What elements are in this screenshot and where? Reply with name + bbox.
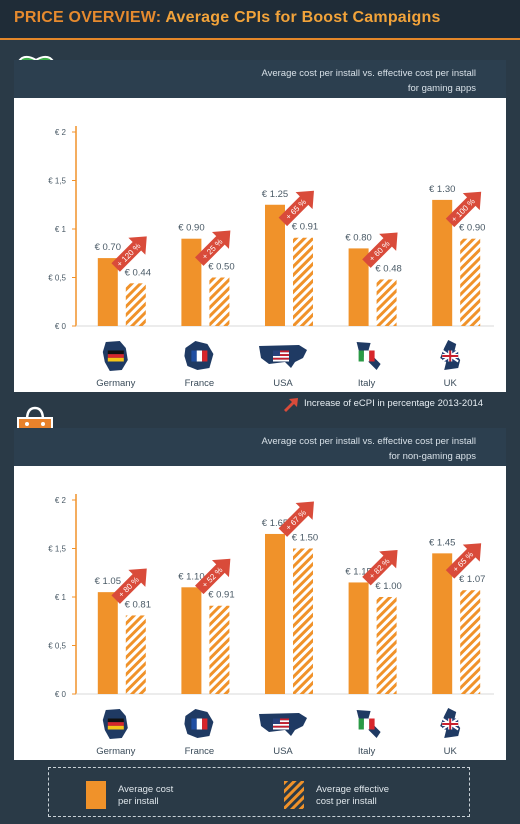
data-label-average: € 1.30 <box>429 184 455 195</box>
bar-average-cpi <box>348 248 369 326</box>
y-tick-label: € 1,5 <box>48 545 66 554</box>
data-label-effective: € 0.48 <box>375 263 401 274</box>
data-label-effective: € 1.07 <box>459 574 485 585</box>
category-label: Germany <box>96 746 135 757</box>
uk-map-flag-icon <box>440 340 461 370</box>
chart-gaming: € 0€ 0,5€ 1€ 1,5€ 2€ 0.70€ 0.44+ 120 %Ge… <box>48 126 494 389</box>
usa-map-flag-icon <box>259 345 307 368</box>
category-label: UK <box>444 746 458 757</box>
category-label: UK <box>444 378 458 389</box>
bar-effective-cpi <box>376 597 397 694</box>
data-label-effective: € 0.91 <box>292 222 318 233</box>
legend <box>48 767 470 817</box>
data-label-effective: € 1.00 <box>375 581 401 592</box>
data-label-average: € 1.65 <box>262 518 288 529</box>
chart-non-gaming: € 0€ 0,5€ 1€ 1,5€ 2€ 1.05€ 0.81+ 80 %Ger… <box>48 494 494 757</box>
category-label: Italy <box>358 746 376 757</box>
increase-note: Increase of eCPI in percentage 2013-2014 <box>304 398 484 409</box>
usa-map-flag-icon <box>259 713 307 736</box>
bar-average-cpi <box>265 204 285 326</box>
italy-map-flag-icon <box>356 710 381 738</box>
panel-header <box>14 428 506 466</box>
data-label-effective: € 0.90 <box>459 223 485 234</box>
data-label-effective: € 1.50 <box>292 533 318 544</box>
bar-effective-cpi <box>460 238 481 326</box>
bar-effective-cpi <box>293 548 313 694</box>
france-map-flag-icon <box>184 341 214 370</box>
germany-map-flag-icon <box>102 341 128 371</box>
bar-effective-cpi <box>293 237 313 326</box>
data-label-effective: € 0.91 <box>208 590 234 601</box>
legend-label-hatched-1: Average effective <box>316 784 390 795</box>
bar-effective-cpi <box>376 279 397 326</box>
legend-label-solid-1: Average cost <box>118 784 174 795</box>
category-label: USA <box>273 378 293 389</box>
bar-effective-cpi <box>209 277 230 326</box>
legend-swatch-solid <box>86 781 106 809</box>
category-label: France <box>185 746 215 757</box>
data-label-average: € 1.15 <box>345 566 371 577</box>
bar-effective-cpi <box>125 615 146 694</box>
chart-subtitle: Average cost per install vs. effective c… <box>261 66 476 96</box>
y-tick-label: € 0 <box>55 690 67 699</box>
data-label-average: € 1.10 <box>178 571 204 582</box>
y-tick-label: € 1,5 <box>48 177 66 186</box>
chart-title-gaming: Average cost per install vs. effective c… <box>261 68 476 79</box>
bar-average-cpi <box>432 553 453 694</box>
chart-panel-non-gaming: Average cost per install vs. effective c… <box>14 428 506 760</box>
data-label-average: € 0.70 <box>95 242 121 253</box>
data-label-effective: € 0.44 <box>125 267 151 278</box>
chart-subtitle-non-gaming: for non-gaming apps <box>388 451 476 462</box>
category-label: USA <box>273 746 293 757</box>
bar-average-cpi <box>432 199 453 326</box>
bar-average-cpi <box>265 533 285 694</box>
y-tick-label: € 1 <box>55 225 67 234</box>
germany-map-flag-icon <box>102 709 128 739</box>
bar-effective-cpi <box>125 283 146 326</box>
panel-header <box>14 60 506 98</box>
italy-map-flag-icon <box>356 342 381 370</box>
category-label: France <box>185 378 215 389</box>
up-right-arrow-icon <box>284 398 298 412</box>
data-label-average: € 0.90 <box>178 223 204 234</box>
bar-average-cpi <box>181 587 202 694</box>
data-label-effective: € 0.50 <box>208 262 234 273</box>
legend-swatch-hatched <box>284 781 304 809</box>
bar-average-cpi <box>97 592 118 694</box>
page-title: PRICE OVERVIEW: Average CPIs for Boost C… <box>14 9 441 27</box>
chart-panel-gaming: Average cost per install vs. effective c… <box>14 60 506 392</box>
chart-subtitle-gaming: for gaming apps <box>407 83 476 94</box>
y-tick-label: € 1 <box>55 593 67 602</box>
page-title-text: Average CPIs for Boost Campaigns <box>165 9 441 26</box>
france-map-flag-icon <box>184 709 214 738</box>
category-label: Germany <box>96 378 135 389</box>
legend-label-hatched-2: cost per install <box>316 796 377 807</box>
category-label: Italy <box>358 378 376 389</box>
y-tick-label: € 2 <box>55 128 67 137</box>
page-title-lead: PRICE OVERVIEW: <box>14 9 166 26</box>
bar-effective-cpi <box>460 590 481 694</box>
legend-label-solid-2: per install <box>118 796 159 807</box>
data-label-average: € 1.45 <box>429 537 455 548</box>
legend-label-hatched: Average effective cost per install <box>316 784 389 808</box>
increase-label: + 100 % <box>449 197 476 224</box>
bar-average-cpi <box>348 582 369 694</box>
chart-title-non-gaming: Average cost per install vs. effective c… <box>261 436 476 447</box>
bar-average-cpi <box>97 258 118 326</box>
data-label-average: € 0.80 <box>345 232 371 243</box>
header-bar: PRICE OVERVIEW: Average CPIs for Boost C… <box>0 0 520 40</box>
bar-average-cpi <box>181 238 202 326</box>
legend-label-solid: Average cost per install <box>118 784 173 808</box>
data-label-average: € 1.05 <box>95 576 121 587</box>
uk-map-flag-icon <box>440 708 461 738</box>
y-tick-label: € 0,5 <box>48 274 66 283</box>
y-tick-label: € 0,5 <box>48 642 66 651</box>
y-tick-label: € 0 <box>55 322 67 331</box>
data-label-average: € 1.25 <box>262 189 288 200</box>
chart-subtitle: Average cost per install vs. effective c… <box>261 434 476 464</box>
data-label-effective: € 0.81 <box>125 599 151 610</box>
bar-effective-cpi <box>209 605 230 694</box>
y-tick-label: € 2 <box>55 496 67 505</box>
